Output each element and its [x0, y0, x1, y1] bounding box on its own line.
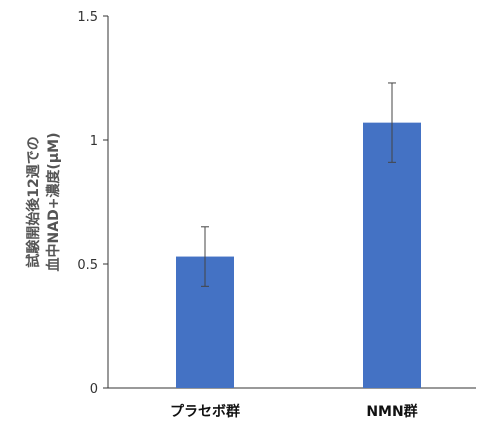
y-axis-label-line: 血中NAD+濃度(µM) [45, 133, 62, 272]
bar [363, 122, 421, 388]
y-axis: 0 0.5 1 1.5 [77, 10, 109, 397]
y-tick-label: 0 [90, 382, 98, 397]
bars [176, 122, 421, 388]
y-tick-label: 0.5 [77, 258, 98, 273]
error-bars [201, 82, 396, 287]
y-tick-label: 1 [90, 134, 98, 149]
category-label: プラセボ群 [170, 403, 240, 420]
y-axis-label: 試験開始後12週での 血中NAD+濃度(µM) [25, 133, 62, 272]
category-labels: プラセボ群 NMN群 [170, 403, 418, 420]
y-tick-label: 1.5 [77, 10, 98, 25]
y-axis-label-line: 試験開始後12週での [25, 136, 42, 267]
category-label: NMN群 [366, 403, 417, 420]
